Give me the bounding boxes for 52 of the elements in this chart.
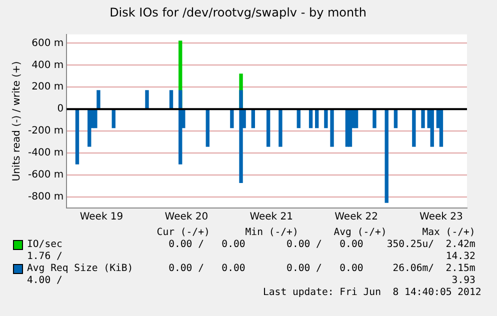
y-tick-label: -800 m <box>28 192 64 203</box>
text: 3.93 <box>452 275 476 287</box>
text: 1.76 / <box>27 251 62 263</box>
bar <box>145 90 149 109</box>
text: 4.00 / <box>27 275 62 287</box>
bar <box>421 109 425 128</box>
bar <box>296 109 301 128</box>
text: 0.00 / 0.00 0.00 / 0.00 26.06m/ 2.15m <box>168 263 476 275</box>
bar <box>178 90 182 109</box>
x-tick-label: Week 22 <box>334 212 378 223</box>
y-tick-label: -400 m <box>28 148 64 159</box>
bar <box>308 109 313 128</box>
x-tick-label: Week 23 <box>420 212 463 223</box>
bar <box>412 109 416 147</box>
y-tick-label: -600 m <box>28 170 64 181</box>
bar <box>96 90 100 109</box>
legend-label: Avg Req Size (KiB) <box>27 263 134 275</box>
y-tick-label: 200 m <box>32 82 64 93</box>
text: Cur (-/+) Min (-/+) Avg (-/+) Max (-/+) <box>156 227 476 239</box>
bar <box>230 109 234 128</box>
y-tick-label: 600 m <box>32 38 64 49</box>
y-tick-label: 0 <box>57 104 64 115</box>
bar <box>239 90 243 109</box>
bar <box>75 109 80 164</box>
bar <box>94 109 98 128</box>
bar <box>384 109 388 203</box>
bar <box>251 109 256 128</box>
x-tick-label: Week 21 <box>250 212 294 223</box>
bar <box>354 109 358 128</box>
bar <box>430 109 434 147</box>
bar <box>394 109 398 128</box>
legend-label: IO/sec <box>27 239 62 251</box>
bar <box>372 109 376 128</box>
bar <box>315 109 319 128</box>
bar <box>439 109 444 147</box>
chart-title: Disk IOs for /dev/rootvg/swaplv - by month <box>110 5 366 20</box>
y-tick-label: -200 m <box>28 126 64 137</box>
text: Last update: Fri Jun 8 14:40:05 2012 <box>263 287 482 299</box>
bar <box>266 109 270 147</box>
y-tick-label: 400 m <box>32 60 64 71</box>
x-tick-label: Week 20 <box>164 212 208 223</box>
y-axis-title: Units read (-) / write (+) <box>12 61 23 182</box>
x-tick-label: Week 19 <box>80 212 124 223</box>
bar <box>324 109 328 128</box>
bar <box>112 109 116 128</box>
bar <box>278 109 282 147</box>
bar <box>330 109 334 147</box>
bar <box>239 109 243 184</box>
text: 14.32 <box>446 251 476 263</box>
bar <box>206 109 210 147</box>
bar <box>169 90 174 109</box>
text: 0.00 / 0.00 0.00 / 0.00 350.25u/ 2.42m <box>168 239 476 251</box>
